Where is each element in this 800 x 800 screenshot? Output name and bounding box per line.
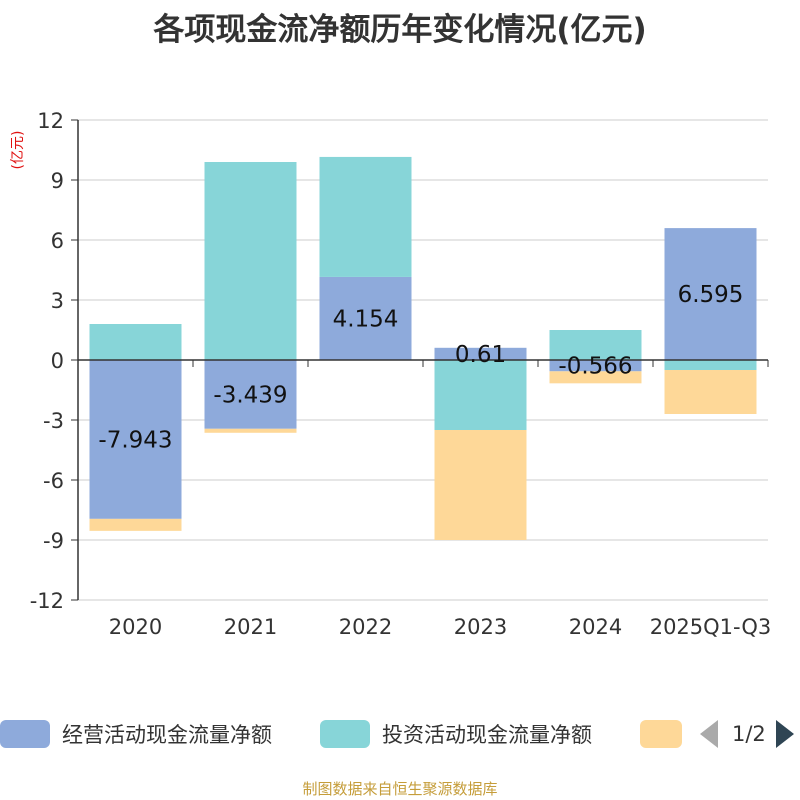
legend-pager: 1/2: [700, 716, 794, 752]
x-tick-label-2020: 2020: [109, 615, 162, 639]
legend-item-investing[interactable]: 投资活动现金流量净额: [320, 716, 592, 752]
x-tick-label-2025Q1-Q3: 2025Q1-Q3: [650, 615, 772, 639]
y-tick-label: -3: [43, 409, 64, 433]
y-tick-label: -6: [43, 469, 64, 493]
data-label-2020: -7.943: [98, 427, 172, 453]
legend-label-investing: 投资活动现金流量净额: [382, 723, 592, 747]
y-tick-label: 3: [51, 289, 64, 313]
x-tick-label-2024: 2024: [569, 615, 622, 639]
legend-swatch-operating: [0, 720, 50, 748]
bar-financing-2021: [204, 428, 297, 433]
bar-operating-2022: [319, 276, 412, 360]
x-tick-label-2023: 2023: [454, 615, 507, 639]
data-label-2025Q1-Q3: 6.595: [678, 282, 744, 308]
legend: 经营活动现金流量净额 投资活动现金流量净额: [0, 716, 800, 752]
chart-title: 各项现金流净额历年变化情况(亿元): [153, 12, 647, 48]
bar-financing-2024: [549, 371, 642, 384]
y-tick-label: 6: [51, 229, 64, 253]
data-source-footer: 制图数据来自恒生聚源数据库: [302, 780, 498, 798]
arrow-right-icon[interactable]: [775, 720, 794, 748]
bar-investing-2022: [319, 156, 412, 277]
legend-item-operating[interactable]: 经营活动现金流量净额: [0, 716, 272, 752]
legend-page-indicator: 1/2: [732, 722, 766, 746]
bar-investing-2023: [434, 360, 527, 430]
y-tick-label: -12: [30, 589, 64, 613]
legend-item-financing[interactable]: [640, 716, 682, 752]
bar-investing-2020: [89, 324, 182, 360]
bar-operating-2025Q1-Q3: [664, 228, 757, 360]
bar-investing-2024: [549, 330, 642, 360]
arrow-left-icon[interactable]: [700, 720, 718, 748]
data-label-2022: 4.154: [333, 306, 399, 332]
y-tick-label: -9: [43, 529, 64, 553]
bar-financing-2020: [89, 518, 182, 531]
data-label-2023: 0.61: [455, 342, 506, 368]
x-tick-label-2022: 2022: [339, 615, 392, 639]
data-label-2024: -0.566: [558, 354, 632, 380]
bar-operating-2024: [549, 360, 642, 372]
y-axis-unit-label: (亿元): [10, 131, 26, 170]
y-tick-label: 0: [51, 349, 64, 373]
y-tick-label: 9: [51, 169, 64, 193]
bar-operating-2021: [204, 360, 297, 429]
bar-financing-2023: [434, 430, 527, 540]
bar-investing-2021: [204, 162, 297, 360]
bar-operating-2020: [89, 360, 182, 519]
cash-flow-chart: 12 9 6 3 0 -3 -6 -9 -12 (亿元) -7.943 -3.439 4.154 0.61…: [10, 109, 772, 639]
bar-investing-2025Q1-Q3: [664, 360, 757, 370]
bar-operating-2023: [434, 347, 527, 360]
bar-financing-2025Q1-Q3: [664, 370, 757, 414]
data-label-2021: -3.439: [213, 382, 287, 408]
legend-swatch-investing: [320, 720, 370, 748]
legend-swatch-financing: [640, 720, 682, 748]
y-tick-label: 12: [37, 109, 64, 133]
x-tick-label-2021: 2021: [224, 615, 277, 639]
legend-label-operating: 经营活动现金流量净额: [62, 723, 272, 747]
